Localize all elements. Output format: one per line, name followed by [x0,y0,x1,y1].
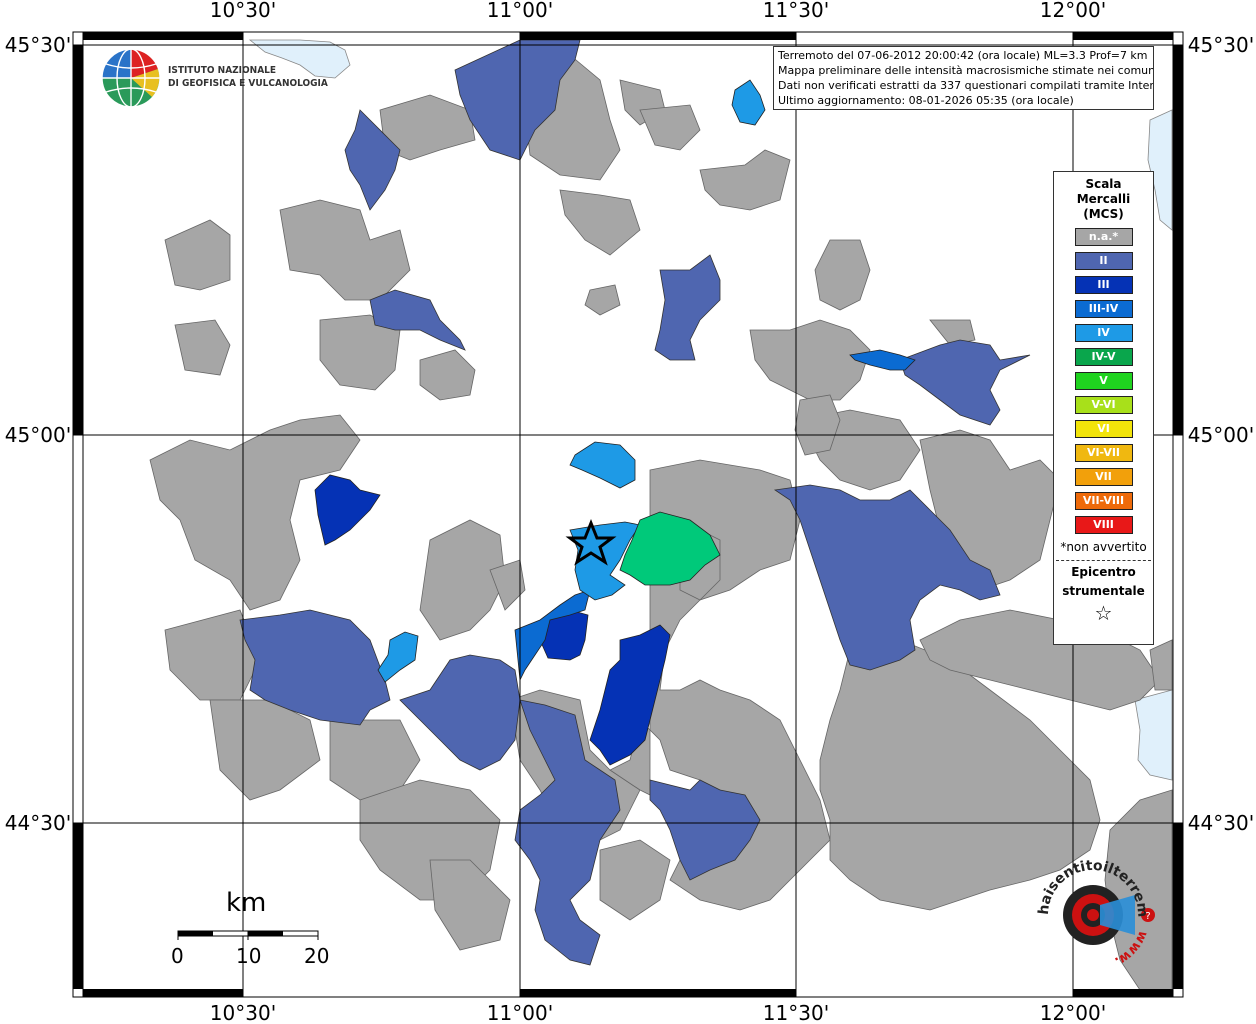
top-label-3: 11°30' [763,0,829,22]
ingv-logo [100,47,162,113]
legend-item: V-VI [1074,396,1133,414]
legend-title-1: Scala [1085,177,1122,191]
bottom-label-2: 11°00' [487,1001,553,1024]
legend-item: VII [1074,468,1133,486]
right-label-3: 44°30' [1188,811,1254,835]
legend-item: VI-VII [1074,444,1133,462]
legend-item: VIII [1074,516,1133,534]
scale-label-0: 0 [171,944,184,968]
top-label-2: 11°00' [487,0,553,22]
scale-title: km [226,888,267,918]
legend-note: *non avvertito [1060,540,1147,554]
municipalities-intensity-III-IV [514,349,916,682]
left-label-1: 45°30' [5,33,71,57]
legend-item: III-IV [1074,300,1133,318]
right-label-2: 45°00' [1188,423,1254,447]
info-line-2: Mappa preliminare delle intensità macros… [778,64,1154,77]
legend-title-3: (MCS) [1083,207,1124,221]
ingv-line-2: DI GEOFISICA E VULCANOLOGIA [168,78,328,89]
axis-labels: 10°30' 11°00' 11°30' 12°00' 10°30' 11°00… [5,0,1254,1024]
info-line-1: Terremoto del 07-06-2012 20:00:42 (ora l… [778,49,1148,62]
bottom-label-1: 10°30' [210,1001,276,1024]
legend-item: VII-VIII [1074,492,1133,510]
right-label-1: 45°30' [1188,33,1254,57]
top-label-1: 10°30' [210,0,276,22]
ingv-name: ISTITUTO NAZIONALE DI GEOFISICA E VULCAN… [168,64,328,90]
scale-label-20: 20 [304,944,330,968]
left-label-3: 44°30' [5,811,71,835]
star-icon: ☆ [1094,601,1113,625]
municipalities-intensity-II [239,39,1031,966]
legend-epicentre-1: Epicentro [1071,565,1136,579]
mercalli-legend: Scala Mercalli (MCS) n.a.* II III III-IV IV I… [1053,171,1154,645]
scale-label-10: 10 [236,944,262,968]
legend-item: IV-V [1074,348,1133,366]
globe-icon [101,48,161,108]
legend-item: III [1074,276,1133,294]
water-bodies [248,39,1173,781]
graticule [73,32,1183,997]
legend-separator [1056,560,1151,561]
scale-bar [177,930,319,940]
info-line-4: Ultimo aggiornamento: 08-01-2026 05:35 (… [778,94,1074,107]
left-label-2: 45°00' [5,423,71,447]
border-band [72,31,1184,998]
legend-item: IV [1074,324,1133,342]
top-label-4: 12°00' [1040,0,1106,22]
municipalities-intensity-IV-V [619,511,721,586]
bottom-label-4: 12°00' [1040,1001,1106,1024]
legend-items: n.a.* II III III-IV IV IV-V V V-VI VI VI-VII VII VI… [1054,228,1153,534]
event-info-box: Terremoto del 07-06-2012 20:00:42 (ora l… [773,46,1154,110]
legend-epicentre-2: strumentale [1062,584,1145,598]
info-line-3: Dati non verificati estratti da 337 ques… [778,79,1154,92]
epicentre-star [565,518,617,566]
legend-item: II [1074,252,1133,270]
legend-item: VI [1074,420,1133,438]
bottom-label-3: 11°30' [763,1001,829,1024]
svg-text:?: ? [1145,911,1150,922]
legend-item: V [1074,372,1133,390]
legend-item: n.a.* [1074,228,1133,246]
ingv-line-1: ISTITUTO NAZIONALE [168,65,277,76]
legend-title-2: Mercalli [1076,192,1131,206]
